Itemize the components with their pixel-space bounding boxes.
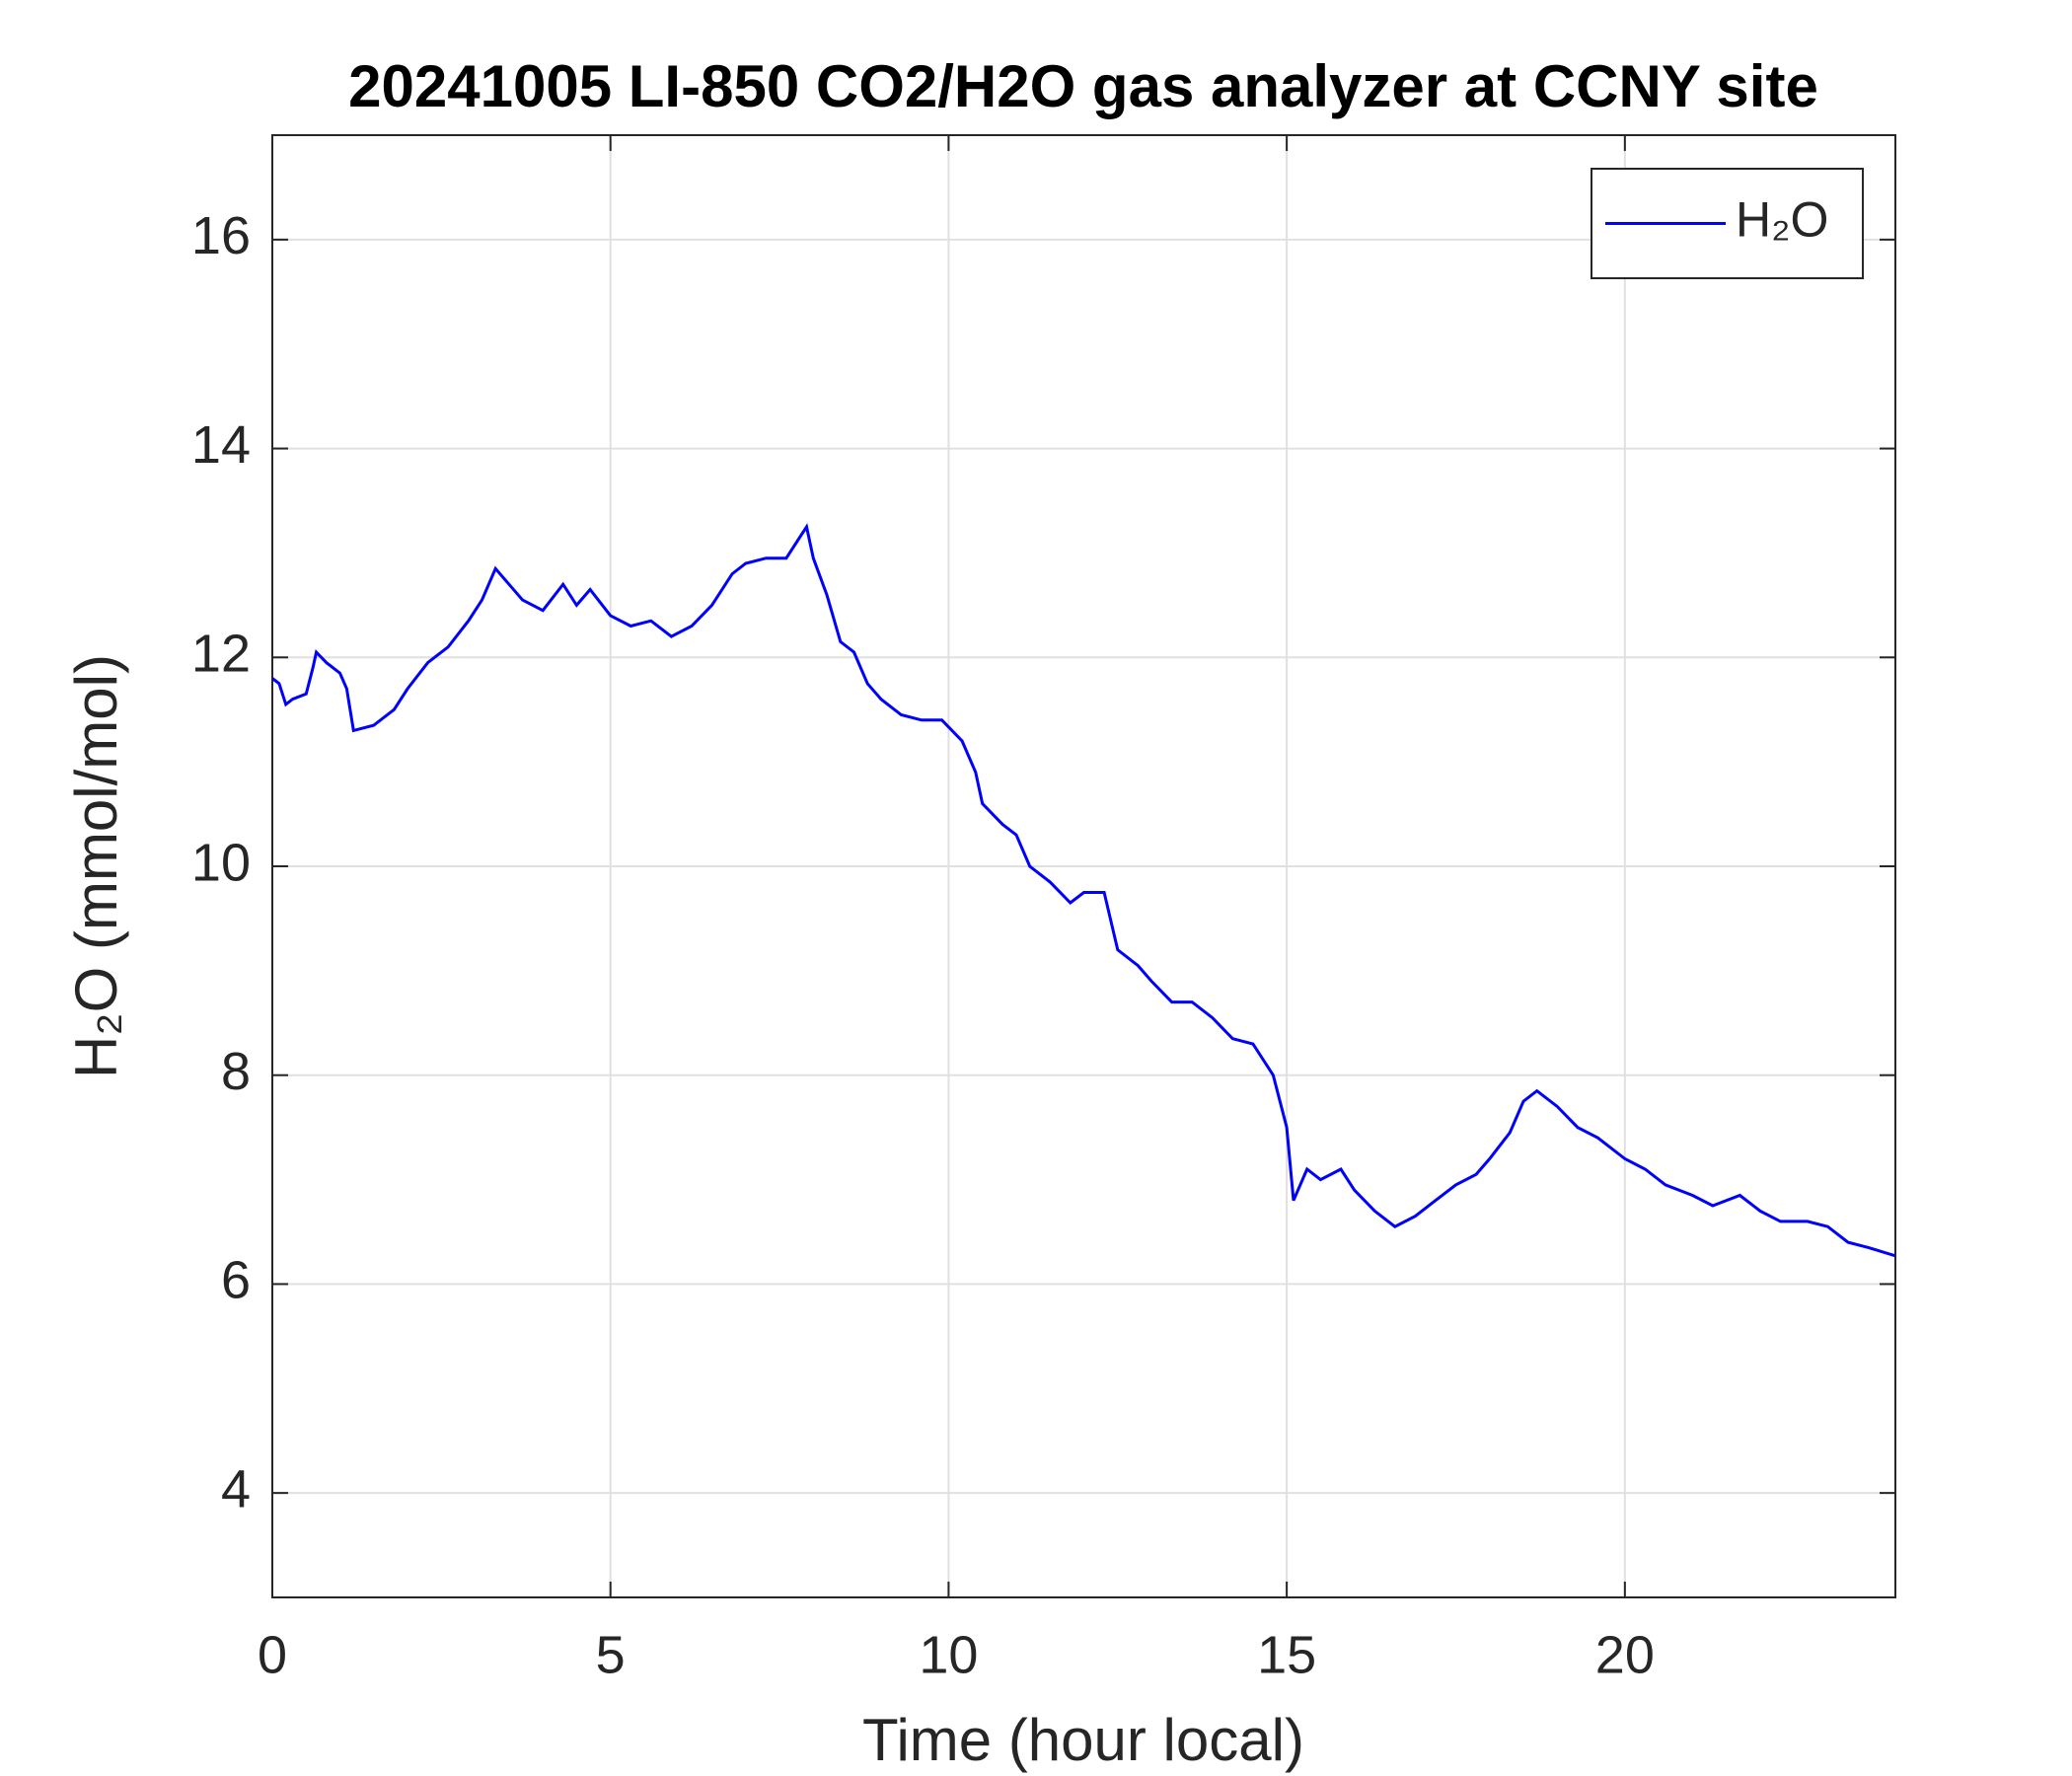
y-axis-label: H₂O (mmol/mol) bbox=[63, 654, 129, 1078]
y-tick-label: 14 bbox=[191, 415, 251, 475]
y-tick-label: 12 bbox=[191, 625, 251, 684]
y-tick-label: 8 bbox=[221, 1042, 251, 1101]
plot-frame bbox=[271, 134, 1896, 1598]
chart-title: 20241005 LI-850 CO2/H2O gas analyzer at … bbox=[348, 53, 1818, 119]
y-tick-label: 10 bbox=[191, 833, 251, 892]
y-tick-label: 6 bbox=[221, 1251, 251, 1310]
data-line bbox=[271, 523, 1896, 1258]
x-tick-label: 5 bbox=[596, 1625, 626, 1684]
y-tick-label: 16 bbox=[191, 206, 251, 265]
x-tick-label: 0 bbox=[258, 1625, 287, 1684]
x-axis-label: Time (hour local) bbox=[862, 1707, 1304, 1773]
x-tick-label: 15 bbox=[1257, 1625, 1316, 1684]
x-tick-label: 10 bbox=[919, 1625, 978, 1684]
legend-label: H₂O bbox=[1736, 192, 1828, 248]
x-tick-label: 20 bbox=[1595, 1625, 1655, 1684]
y-tick-label: 4 bbox=[221, 1459, 251, 1518]
